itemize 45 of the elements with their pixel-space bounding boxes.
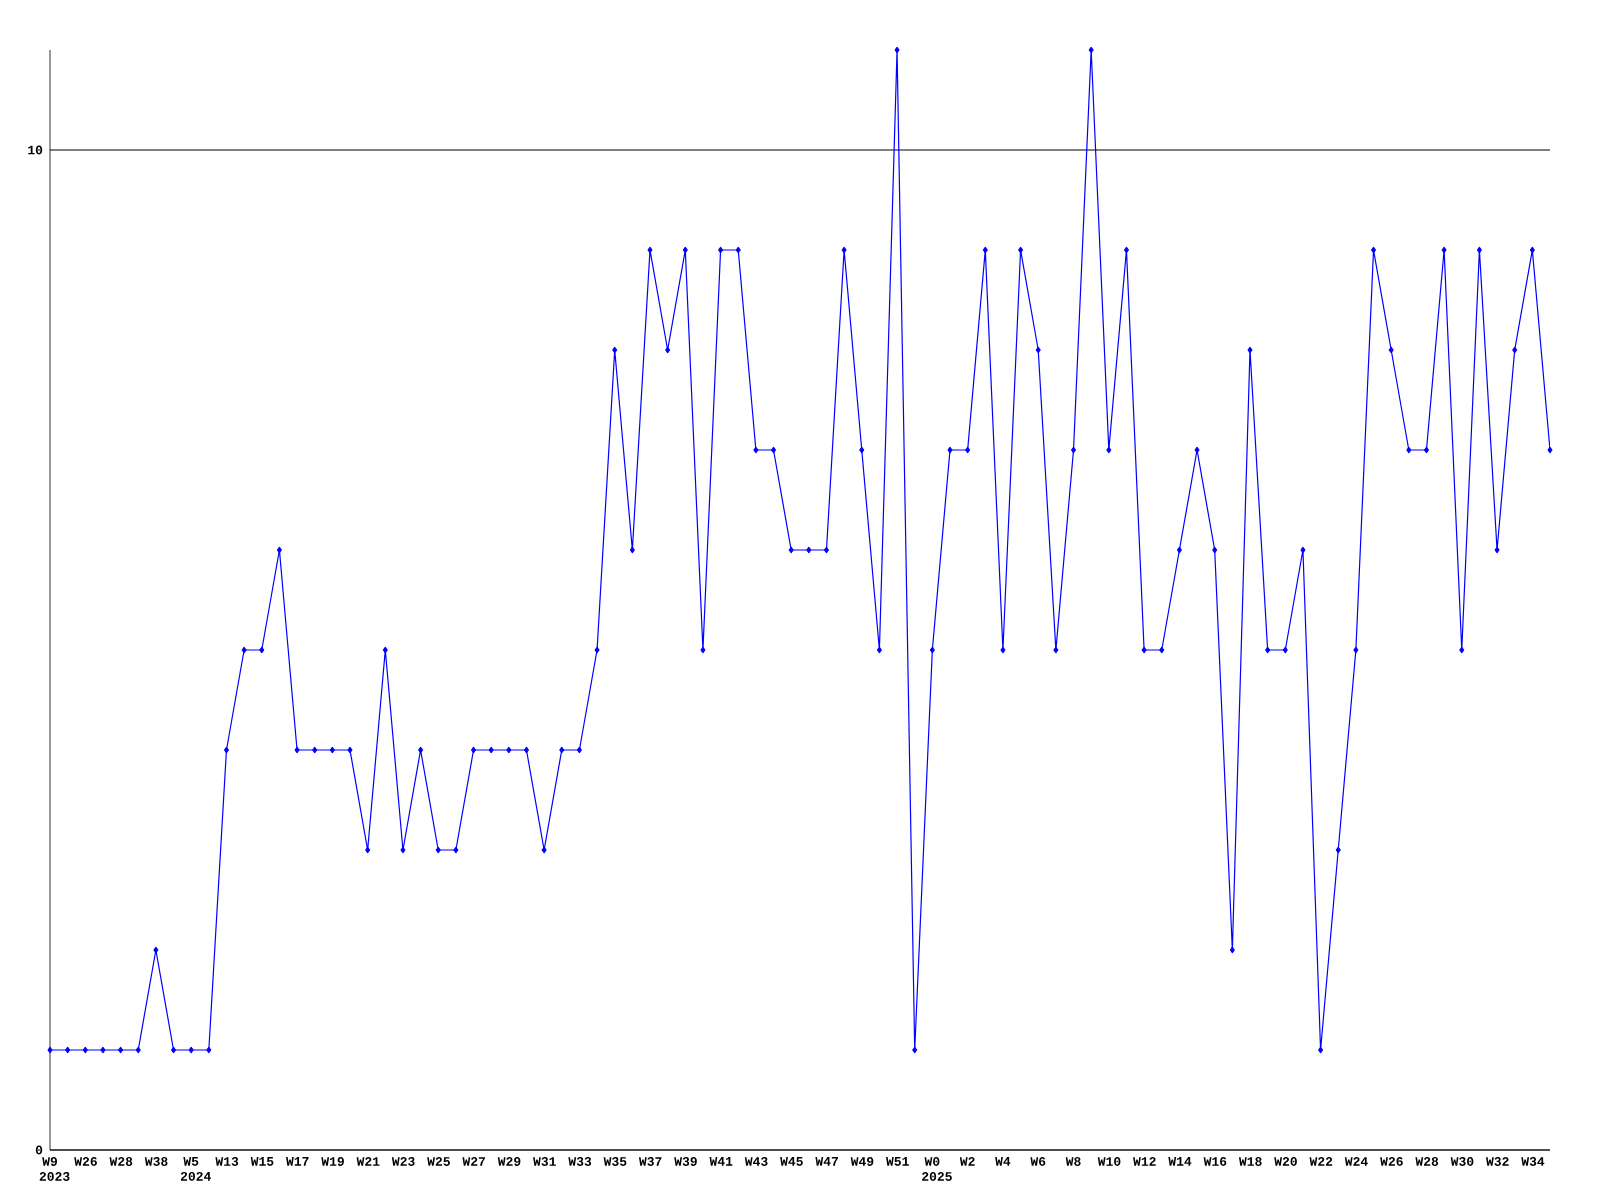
x-tick-label: W19: [321, 1157, 344, 1166]
x-tick-label: W0 2025: [922, 1157, 952, 1181]
x-tick-label: W15: [250, 1157, 274, 1166]
x-tick-label: W25: [427, 1157, 450, 1166]
x-tick-label: W5 2024: [180, 1157, 211, 1181]
x-tick-label: W29: [497, 1157, 521, 1166]
x-tick-label: W28: [109, 1157, 133, 1166]
x-tick-label: W21: [356, 1157, 380, 1166]
x-tick-label: W22: [1309, 1157, 1333, 1166]
x-tick-label: W47: [815, 1157, 838, 1166]
x-tick-label: W30: [1450, 1157, 1474, 1166]
x-tick-label: W17: [286, 1157, 309, 1166]
y-tick-label: 0: [35, 1145, 43, 1155]
x-tick-label: W33: [568, 1157, 592, 1166]
x-tick-label: W26: [1380, 1157, 1403, 1166]
x-tick-label: W37: [638, 1157, 662, 1166]
x-tick-label: W32: [1486, 1157, 1509, 1166]
x-tick-label: W18: [1238, 1157, 1262, 1166]
x-tick-label: W8: [1065, 1157, 1081, 1166]
x-tick-label: W39: [674, 1157, 697, 1166]
x-tick-label: W38: [144, 1157, 168, 1166]
x-tick-label: W20: [1274, 1157, 1297, 1166]
x-tick-label: W49: [850, 1157, 874, 1166]
x-tick-label: W27: [462, 1157, 486, 1166]
x-tick-label: W28: [1415, 1157, 1439, 1166]
x-tick-label: W9 2023: [39, 1157, 70, 1181]
x-tick-label: W35: [603, 1157, 627, 1166]
x-tick-label: W4: [995, 1157, 1011, 1166]
x-tick-label: W12: [1133, 1157, 1156, 1166]
x-tick-label: W14: [1168, 1157, 1192, 1166]
x-tick-label: W13: [215, 1157, 239, 1166]
x-tick-label: W51: [886, 1157, 909, 1166]
x-tick-label: W23: [391, 1157, 415, 1166]
x-tick-label: W43: [744, 1157, 768, 1166]
y-tick-label: 10: [28, 145, 43, 155]
x-tick-label: W26: [74, 1157, 97, 1166]
x-tick-label: W41: [709, 1157, 733, 1166]
x-tick-label: W16: [1203, 1157, 1227, 1166]
x-tick-label: W10: [1097, 1157, 1121, 1166]
x-tick-label: W45: [780, 1157, 803, 1166]
x-tick-label: W2: [959, 1157, 975, 1166]
x-tick-label: W31: [533, 1157, 556, 1166]
x-tick-label: W6: [1030, 1157, 1046, 1166]
x-tick-label: W24: [1344, 1157, 1368, 1166]
x-tick-label: W34: [1521, 1157, 1545, 1166]
